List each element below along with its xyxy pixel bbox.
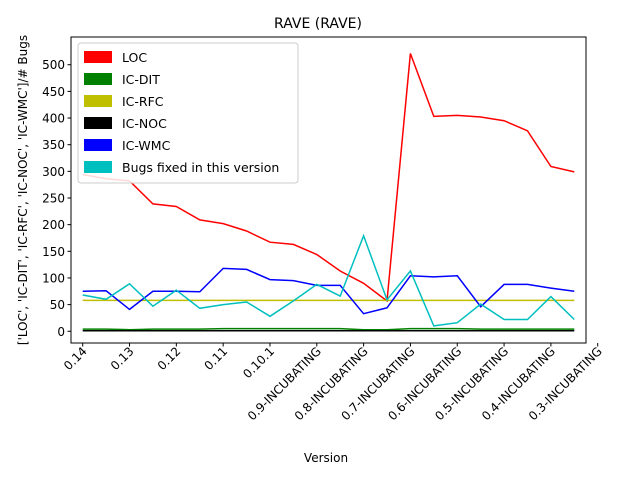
y-axis-label: ['LOC', 'IC-DIT', 'IC-RFC', 'IC-NOC', 'I…: [16, 35, 30, 345]
y-tick-label: 50: [50, 298, 65, 312]
legend-entry: IC-NOC: [122, 116, 167, 131]
legend: LOC IC-DIT IC-RFC IC-NOC IC-WMC Bugs fixed in…: [77, 42, 299, 184]
y-tick-label: 450: [42, 85, 65, 99]
x-axis-ticks: 0.14 0.13 0.12 0.11 0.10.10.9-INCUBATING0.8-…: [61, 343, 605, 423]
series-line-0: [82, 53, 575, 303]
legend-entry: LOC: [122, 50, 147, 65]
y-tick-label: 400: [42, 112, 65, 126]
series-line-1: [82, 327, 575, 331]
legend-entry: IC-WMC: [122, 138, 171, 153]
plot-frame: [70, 36, 587, 344]
legend-entry: IC-DIT: [122, 72, 160, 87]
legend-entry: Bugs fixed in this version: [122, 160, 279, 175]
y-tick-label: 300: [42, 165, 65, 179]
x-tick-label: 0.11: [201, 344, 230, 373]
legend-swatch: [84, 139, 112, 151]
y-tick-label: 0: [57, 325, 65, 339]
legend-entry: IC-RFC: [122, 94, 164, 109]
x-tick-label: 0.10.1: [240, 344, 277, 381]
legend-swatch: [84, 161, 112, 173]
x-axis-label: Version: [304, 451, 348, 465]
y-tick-label: 350: [42, 138, 65, 152]
x-tick-label: 0.13: [108, 344, 137, 373]
legend-swatch: [84, 95, 112, 107]
plot-lines: [82, 53, 575, 332]
series-line-4: [82, 267, 575, 315]
legend-swatch: [84, 73, 112, 85]
legend-box: [77, 42, 299, 184]
y-tick-label: 250: [42, 191, 65, 205]
y-tick-label: 500: [42, 58, 65, 72]
chart-title: RAVE (RAVE): [274, 16, 362, 32]
y-tick-label: 200: [42, 218, 65, 232]
legend-swatch: [84, 51, 112, 63]
x-tick-label: 0.14: [61, 344, 90, 373]
y-tick-label: 150: [42, 245, 65, 259]
y-axis-ticks: 0 50 100 150 200 250 300 350 400 450 500: [42, 58, 71, 339]
legend-swatch: [84, 117, 112, 129]
y-tick-label: 100: [42, 271, 65, 285]
series-line-5: [82, 233, 575, 327]
x-tick-label: 0.12: [155, 344, 184, 373]
